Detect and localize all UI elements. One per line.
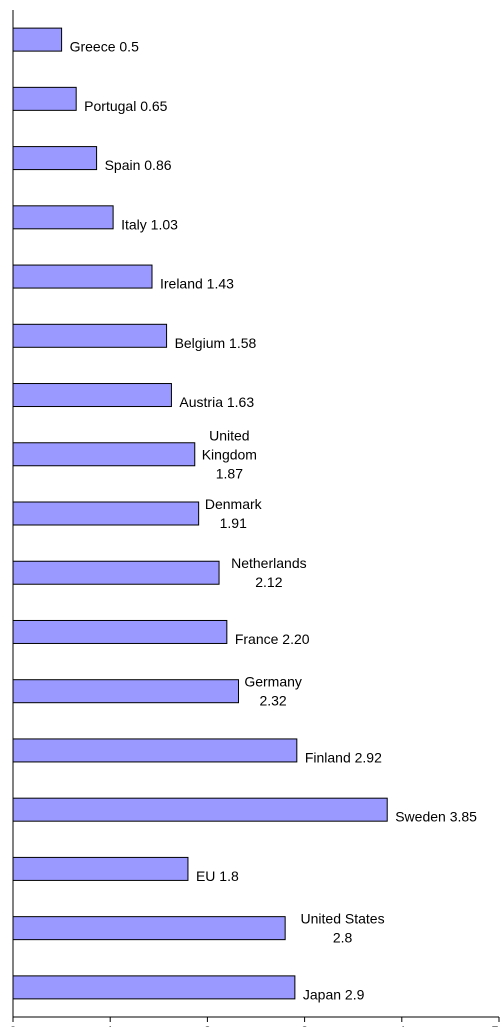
bar-sweden — [12, 797, 388, 822]
x-tick-label-5: 5 — [491, 1023, 499, 1027]
bar-spain — [12, 146, 98, 171]
bar-portugal — [12, 86, 77, 111]
x-tick-label-4: 4 — [398, 1023, 406, 1027]
bar-france — [12, 619, 228, 644]
bar-belgium — [12, 323, 168, 348]
data-label-germany: Germany 2.32 — [244, 674, 302, 709]
data-label-sweden: Sweden 3.85 — [395, 809, 477, 825]
bar-italy — [12, 205, 114, 230]
bars-group — [12, 27, 388, 1000]
bar-denmark — [12, 501, 200, 526]
data-label-denmark: Denmark 1.91 — [205, 496, 263, 531]
x-tick-label-1: 1 — [106, 1023, 114, 1027]
x-ticks-group: 0 1 2 3 4 5 — [9, 1017, 500, 1027]
data-label-austria: Austria 1.63 — [179, 394, 254, 410]
data-label-japan: Japan 2.9 — [303, 986, 365, 1002]
x-tick-label-0: 0 — [9, 1023, 17, 1027]
data-label-netherlands: Netherlands 2.12 — [231, 555, 307, 590]
bar-finland — [12, 738, 298, 763]
data-label-france: France 2.20 — [235, 631, 310, 647]
data-label-eu: EU 1.8 — [196, 868, 239, 884]
data-label-belgium: Belgium 1.58 — [175, 335, 257, 351]
bar-united-kingdom — [12, 442, 196, 467]
bar-austria — [12, 383, 172, 408]
data-label-portugal: Portugal 0.65 — [84, 98, 167, 114]
bar-eu — [12, 856, 189, 881]
data-label-spain: Spain 0.86 — [105, 157, 172, 173]
bar-ireland — [12, 264, 153, 289]
x-tick-label-3: 3 — [301, 1023, 309, 1027]
bar-greece — [12, 27, 63, 52]
data-label-ireland: Ireland 1.43 — [160, 276, 234, 292]
data-label-united-kingdom: United Kingdom 1.87 — [202, 427, 257, 481]
data-label-united-states: United States 2.8 — [301, 911, 385, 946]
data-label-finland: Finland 2.92 — [305, 749, 382, 765]
bar-germany — [12, 679, 240, 704]
x-tick-label-2: 2 — [204, 1023, 212, 1027]
bar-japan — [12, 975, 296, 1000]
bar-netherlands — [12, 560, 220, 585]
data-label-greece: Greece 0.5 — [70, 39, 139, 55]
data-labels-group: Greece 0.5 Portugal 0.65 Spain 0.86 Italy 1… — [70, 39, 478, 1003]
bar-united-states — [12, 916, 286, 941]
data-label-italy: Italy 1.03 — [121, 216, 178, 232]
